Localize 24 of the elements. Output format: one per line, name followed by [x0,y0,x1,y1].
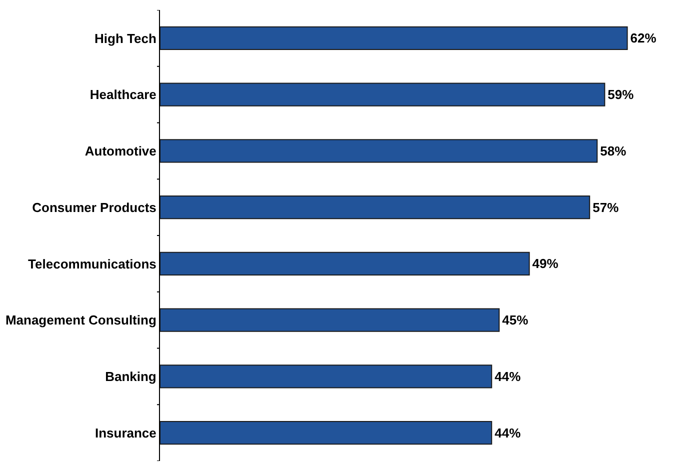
bar [160,364,492,388]
bar [160,26,628,50]
y-tick-label: High Tech [94,30,156,46]
data-label: 49% [532,256,559,272]
y-tick-label: Consumer Products [32,200,156,215]
bar [160,421,492,445]
y-tick-label: Telecommunications [28,256,156,272]
data-label: 57% [592,200,620,215]
data-label: 62% [630,30,657,46]
y-tick-label: Automotive [84,143,156,158]
y-tick-label: Management Consulting [5,312,156,328]
bar [160,139,598,163]
bar [160,252,530,276]
data-label: 59% [608,87,634,102]
y-tick-label: Banking [105,368,156,384]
bar [160,196,590,220]
data-label: 58% [600,143,627,158]
y-tick-label: Healthcare [90,87,156,102]
data-label: 45% [502,312,529,328]
bar [160,82,606,106]
bar [160,308,500,332]
data-label: 44% [494,425,522,440]
y-tick-label: Insurance [94,425,156,440]
data-label: 44% [494,368,522,384]
